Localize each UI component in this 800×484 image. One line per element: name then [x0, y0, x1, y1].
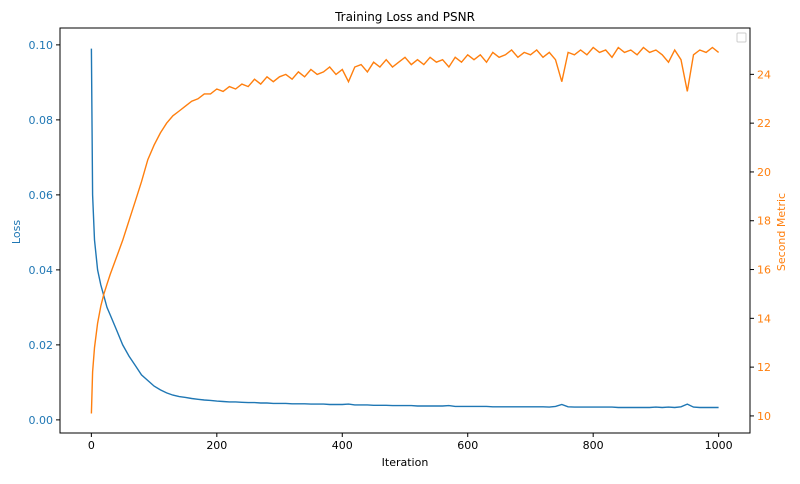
- y-right-tick-label: 22: [757, 117, 771, 130]
- x-tick-label: 400: [332, 439, 353, 452]
- y-left-tick-label: 0.06: [29, 189, 54, 202]
- chart-title: Training Loss and PSNR: [334, 10, 475, 24]
- y-right-tick-label: 18: [757, 215, 771, 228]
- y-left-tick-label: 0.02: [29, 339, 54, 352]
- y-axis-right-label: Second Metric: [775, 193, 788, 271]
- y-left-tick-label: 0.00: [29, 414, 54, 427]
- y-axis-left: 0.00 0.02 0.04 0.06 0.08 0.10: [29, 39, 60, 427]
- loss-line: [90, 48, 719, 409]
- second-metric-line: [90, 46, 720, 414]
- x-tick-label: 0: [88, 439, 95, 452]
- y-left-tick-label: 0.04: [29, 264, 54, 277]
- y-axis-right: 10 12 14 16 18 20 22 24: [750, 68, 771, 423]
- y-right-tick-label: 14: [757, 312, 771, 325]
- y-right-tick-label: 12: [757, 361, 771, 374]
- x-axis: 0 200 400 600 800 1000: [88, 433, 733, 452]
- x-axis-label: Iteration: [382, 456, 429, 469]
- x-tick-label: 600: [457, 439, 478, 452]
- series-lines: [90, 46, 720, 414]
- x-tick-label: 800: [583, 439, 604, 452]
- y-right-tick-label: 16: [757, 264, 771, 277]
- plot-frame: [59, 27, 751, 434]
- y-right-tick-label: 24: [757, 68, 771, 81]
- y-axis-left-label: Loss: [10, 220, 23, 244]
- y-left-tick-label: 0.10: [29, 39, 54, 52]
- x-tick-label: 1000: [705, 439, 733, 452]
- y-right-tick-label: 10: [757, 410, 771, 423]
- y-left-tick-label: 0.08: [29, 114, 54, 127]
- legend-box: [736, 32, 747, 43]
- x-tick-label: 200: [206, 439, 227, 452]
- y-right-tick-label: 20: [757, 166, 771, 179]
